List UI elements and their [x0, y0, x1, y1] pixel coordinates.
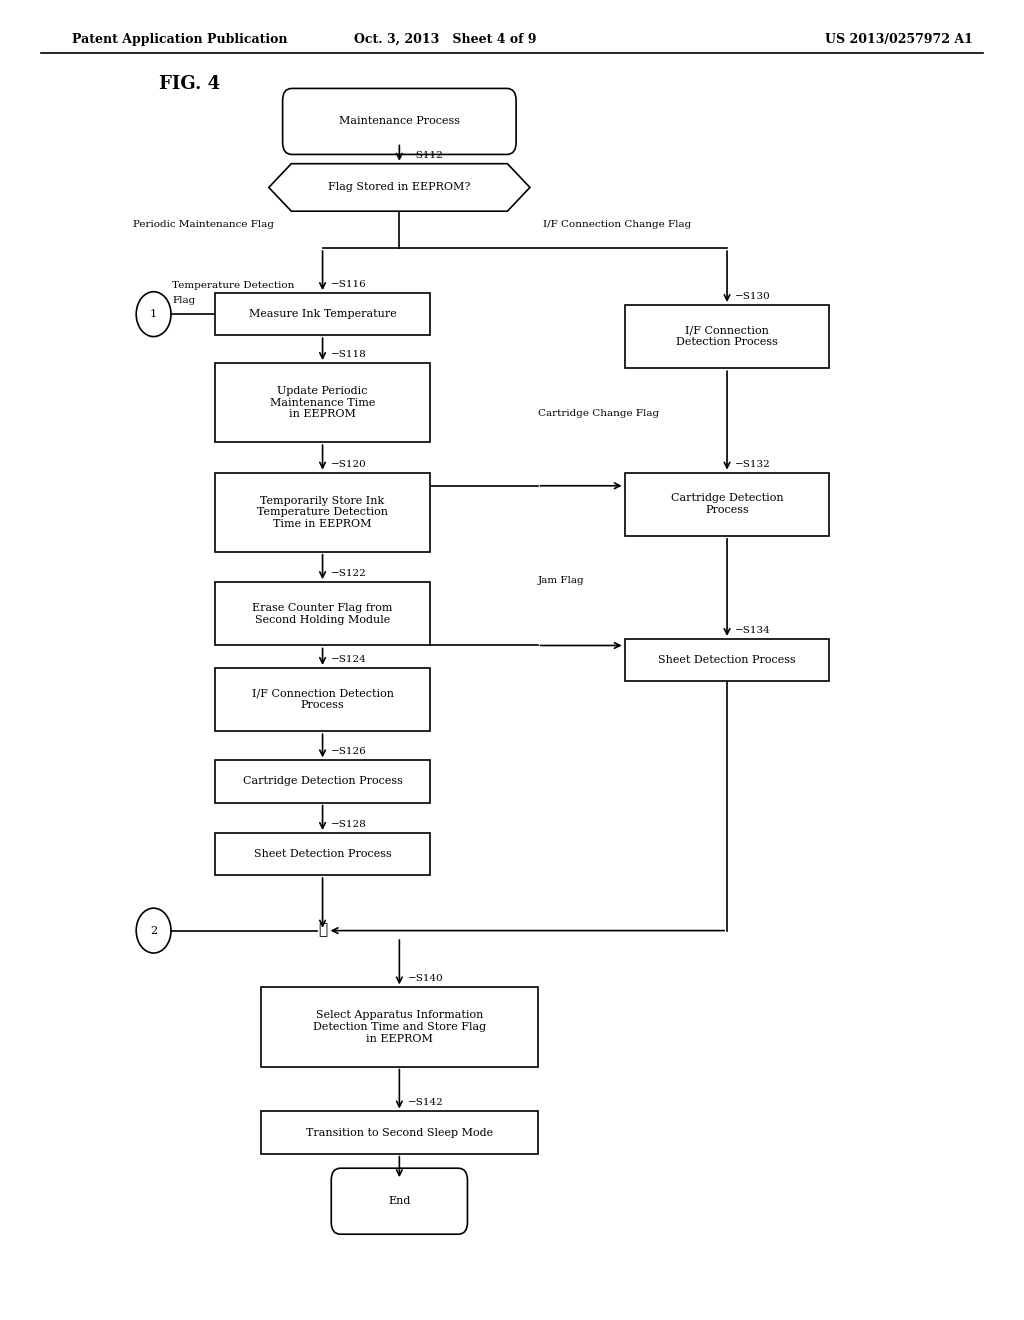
Text: Flag Stored in EEPROM?: Flag Stored in EEPROM?: [328, 182, 471, 193]
Bar: [215, 293, 430, 335]
FancyBboxPatch shape: [283, 88, 516, 154]
Text: −S134: −S134: [735, 626, 771, 635]
Text: Flag: Flag: [172, 297, 196, 305]
Text: −S126: −S126: [331, 747, 367, 756]
Text: Transition to Second Sleep Mode: Transition to Second Sleep Mode: [306, 1127, 493, 1138]
Bar: [215, 582, 430, 645]
Polygon shape: [268, 164, 530, 211]
Text: Maintenance Process: Maintenance Process: [339, 116, 460, 127]
Text: I/F Connection
Detection Process: I/F Connection Detection Process: [676, 326, 778, 347]
Text: −S124: −S124: [331, 655, 367, 664]
Text: Periodic Maintenance Flag: Periodic Maintenance Flag: [133, 220, 274, 228]
Text: Temporarily Store Ink
Temperature Detection
Time in EEPROM: Temporarily Store Ink Temperature Detect…: [257, 495, 388, 529]
Text: Temperature Detection: Temperature Detection: [172, 281, 295, 289]
Bar: [215, 833, 430, 875]
Bar: [261, 987, 538, 1067]
Text: ✱: ✱: [318, 924, 327, 937]
Text: FIG. 4: FIG. 4: [159, 75, 220, 94]
Bar: [215, 760, 430, 803]
Text: −S118: −S118: [331, 350, 367, 359]
Bar: [215, 473, 430, 552]
Text: US 2013/0257972 A1: US 2013/0257972 A1: [825, 33, 973, 46]
Text: Cartridge Change Flag: Cartridge Change Flag: [538, 409, 658, 418]
Text: Sheet Detection Process: Sheet Detection Process: [658, 655, 796, 665]
Bar: [215, 363, 430, 442]
Text: Measure Ink Temperature: Measure Ink Temperature: [249, 309, 396, 319]
Text: −S132: −S132: [735, 459, 771, 469]
Text: 1: 1: [151, 309, 157, 319]
Text: Cartridge Detection
Process: Cartridge Detection Process: [671, 494, 783, 515]
Text: Sheet Detection Process: Sheet Detection Process: [254, 849, 391, 859]
Text: 2: 2: [151, 925, 157, 936]
Bar: [625, 639, 829, 681]
Text: −S122: −S122: [331, 569, 367, 578]
Text: I/F Connection Detection
Process: I/F Connection Detection Process: [252, 689, 393, 710]
Text: Oct. 3, 2013   Sheet 4 of 9: Oct. 3, 2013 Sheet 4 of 9: [354, 33, 537, 46]
Text: Erase Counter Flag from
Second Holding Module: Erase Counter Flag from Second Holding M…: [252, 603, 393, 624]
Text: Cartridge Detection Process: Cartridge Detection Process: [243, 776, 402, 787]
Text: I/F Connection Change Flag: I/F Connection Change Flag: [543, 220, 691, 228]
Text: −S116: −S116: [331, 280, 367, 289]
Text: −S120: −S120: [331, 459, 367, 469]
Bar: [215, 668, 430, 731]
Text: −S128: −S128: [331, 820, 367, 829]
Text: −S130: −S130: [735, 292, 771, 301]
Bar: [261, 1111, 538, 1154]
Text: End: End: [388, 1196, 411, 1206]
Text: Patent Application Publication: Patent Application Publication: [72, 33, 287, 46]
Bar: [625, 473, 829, 536]
Text: Select Apparatus Information
Detection Time and Store Flag
in EEPROM: Select Apparatus Information Detection T…: [312, 1010, 486, 1044]
Text: −S142: −S142: [408, 1098, 443, 1107]
Text: −S112: −S112: [408, 150, 443, 160]
FancyBboxPatch shape: [332, 1168, 467, 1234]
Text: −S140: −S140: [408, 974, 443, 983]
Bar: [625, 305, 829, 368]
Text: Update Periodic
Maintenance Time
in EEPROM: Update Periodic Maintenance Time in EEPR…: [270, 385, 375, 420]
Text: Jam Flag: Jam Flag: [538, 577, 585, 585]
